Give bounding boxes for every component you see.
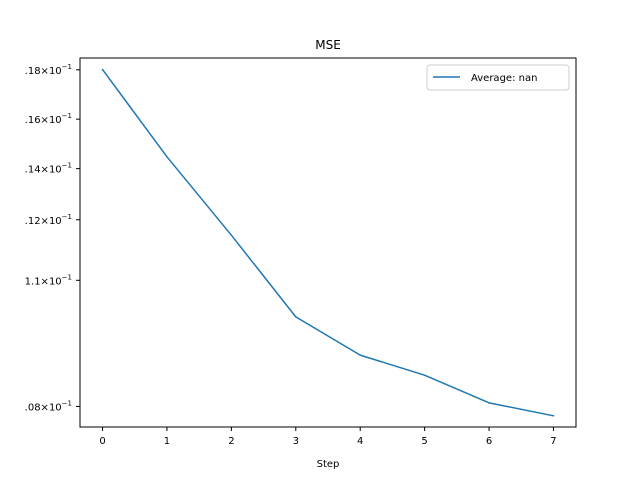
x-tick-label: 2 <box>228 436 234 447</box>
legend-series-label: Average: nan <box>471 73 537 84</box>
data-point <box>230 234 233 236</box>
y-axis: .18×10−1 .16×10−1 .14×10−1 .12×10−1 1.1×10−1… <box>25 63 80 413</box>
data-point <box>552 415 555 417</box>
y-tick-label: .16×10−1 <box>25 112 72 126</box>
data-point <box>488 402 490 404</box>
x-tick-label: 0 <box>99 436 105 447</box>
x-tick-label: 6 <box>486 436 492 447</box>
y-tick-label: .12×10−1 <box>25 213 72 227</box>
data-point <box>166 156 168 158</box>
x-tick-label: 5 <box>421 436 427 447</box>
chart-title: MSE <box>315 38 341 52</box>
x-tick-label: 4 <box>357 436 363 447</box>
data-point <box>423 374 426 376</box>
x-tick-label: 1 <box>164 436 170 447</box>
legend: Average: nan <box>426 64 570 91</box>
x-tick-label: 3 <box>293 436 299 447</box>
data-point <box>295 316 297 318</box>
legend-box <box>426 64 570 91</box>
plot-frame <box>79 57 577 428</box>
y-tick-label: .18×10−1 <box>25 63 72 77</box>
x-axis: 0 1 2 3 4 5 6 7 <box>99 427 557 447</box>
plot-content <box>101 68 555 417</box>
x-tick-label: 7 <box>550 436 556 447</box>
x-axis-label: Step <box>317 459 340 470</box>
series-line <box>101 68 555 417</box>
y-tick-label: .08×10−1 <box>25 399 72 413</box>
data-point <box>101 68 104 71</box>
y-tick-label: 1.1×10−1 <box>25 273 72 287</box>
data-point <box>359 354 361 356</box>
y-tick-label: .14×10−1 <box>25 162 72 176</box>
